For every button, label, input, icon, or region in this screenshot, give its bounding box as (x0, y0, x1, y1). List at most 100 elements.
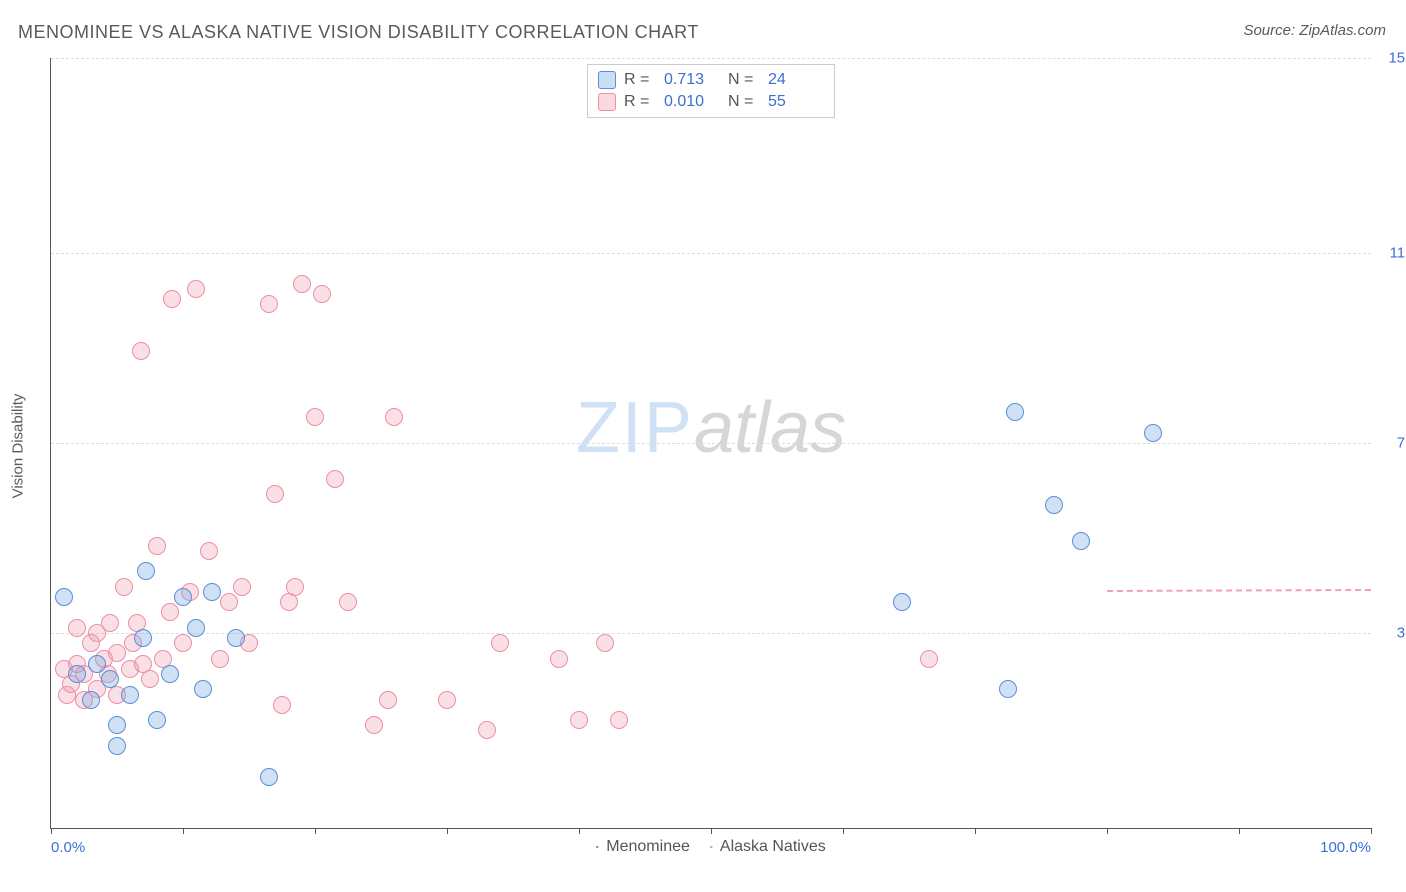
legend-r-label: R = (624, 71, 656, 89)
data-point-menominee (82, 691, 100, 709)
x-tick (315, 828, 316, 834)
plot-area: ZIPatlas R =0.713N =24R =0.010N =55 Meno… (50, 58, 1371, 829)
data-point-alaska (187, 280, 205, 298)
data-point-menominee (137, 562, 155, 580)
data-point-menominee (88, 655, 106, 673)
watermark-atlas: atlas (694, 388, 846, 468)
chart-title: MENOMINEE VS ALASKA NATIVE VISION DISABI… (18, 22, 699, 43)
data-point-menominee (108, 737, 126, 755)
y-tick-label: 3.8% (1397, 624, 1406, 641)
data-point-menominee (68, 665, 86, 683)
data-point-alaska (58, 686, 76, 704)
gridline (51, 253, 1371, 254)
gridline (51, 58, 1371, 59)
data-point-alaska (200, 542, 218, 560)
data-point-menominee (55, 588, 73, 606)
data-point-alaska (260, 295, 278, 313)
legend-series-item: Alaska Natives (710, 838, 826, 856)
data-point-menominee (121, 686, 139, 704)
data-point-menominee (108, 716, 126, 734)
gridline (51, 443, 1371, 444)
data-point-alaska (220, 593, 238, 611)
data-point-alaska (570, 711, 588, 729)
data-point-alaska (132, 342, 150, 360)
data-point-alaska (233, 578, 251, 596)
y-tick-label: 11.2% (1390, 245, 1406, 262)
data-point-alaska (108, 644, 126, 662)
data-point-menominee (174, 588, 192, 606)
regression-line-alaska (1107, 589, 1371, 592)
data-point-menominee (227, 629, 245, 647)
x-tick (1239, 828, 1240, 834)
legend-series-label: Menominee (606, 838, 690, 856)
data-point-menominee (187, 619, 205, 637)
x-tick (51, 828, 52, 834)
data-point-menominee (1072, 532, 1090, 550)
data-point-alaska (266, 485, 284, 503)
data-point-menominee (999, 680, 1017, 698)
legend-swatch (598, 93, 616, 111)
data-point-alaska (920, 650, 938, 668)
x-tick (1107, 828, 1108, 834)
data-point-alaska (163, 290, 181, 308)
data-point-menominee (161, 665, 179, 683)
y-tick-label: 15.0% (1388, 50, 1406, 67)
x-tick-label: 100.0% (1320, 839, 1371, 856)
x-tick (183, 828, 184, 834)
data-point-menominee (260, 768, 278, 786)
data-point-menominee (194, 680, 212, 698)
data-point-alaska (379, 691, 397, 709)
data-point-alaska (365, 716, 383, 734)
legend-swatch (596, 846, 598, 848)
data-point-alaska (148, 537, 166, 555)
data-point-alaska (115, 578, 133, 596)
data-point-alaska (313, 285, 331, 303)
data-point-menominee (1144, 424, 1162, 442)
data-point-alaska (286, 578, 304, 596)
data-point-alaska (610, 711, 628, 729)
data-point-alaska (273, 696, 291, 714)
data-point-menominee (134, 629, 152, 647)
legend-correlation: R =0.713N =24R =0.010N =55 (587, 64, 835, 118)
legend-r-label: R = (624, 93, 656, 111)
x-tick (447, 828, 448, 834)
x-tick (1371, 828, 1372, 834)
data-point-alaska (280, 593, 298, 611)
x-tick (579, 828, 580, 834)
legend-series-item: Menominee (596, 838, 690, 856)
data-point-alaska (141, 670, 159, 688)
data-point-menominee (203, 583, 221, 601)
x-tick (843, 828, 844, 834)
data-point-alaska (339, 593, 357, 611)
data-point-menominee (1045, 496, 1063, 514)
watermark: ZIPatlas (576, 387, 846, 469)
legend-swatch (710, 846, 712, 848)
legend-n-value: 55 (768, 93, 824, 111)
x-tick-label: 0.0% (51, 839, 85, 856)
legend-n-label: N = (728, 71, 760, 89)
data-point-menominee (101, 670, 119, 688)
x-tick (711, 828, 712, 834)
legend-n-value: 24 (768, 71, 824, 89)
y-axis-title: Vision Disability (10, 394, 27, 499)
legend-series: Menominee Alaska Natives (596, 838, 825, 856)
legend-n-label: N = (728, 93, 760, 111)
y-tick-label: 7.5% (1397, 435, 1406, 452)
data-point-alaska (306, 408, 324, 426)
watermark-zip: ZIP (576, 388, 694, 468)
data-point-alaska (101, 614, 119, 632)
data-point-menominee (1006, 403, 1024, 421)
legend-correlation-row: R = 0.010 N = 55 (598, 91, 824, 113)
data-point-alaska (293, 275, 311, 293)
data-point-menominee (893, 593, 911, 611)
data-point-menominee (148, 711, 166, 729)
legend-series-label: Alaska Natives (720, 838, 826, 856)
legend-correlation-row: R =0.713N =24 (598, 69, 824, 91)
data-point-alaska (174, 634, 192, 652)
legend-r-value: 0.010 (664, 93, 720, 111)
data-point-alaska (438, 691, 456, 709)
x-tick (975, 828, 976, 834)
data-point-alaska (596, 634, 614, 652)
data-point-alaska (211, 650, 229, 668)
data-point-alaska (550, 650, 568, 668)
